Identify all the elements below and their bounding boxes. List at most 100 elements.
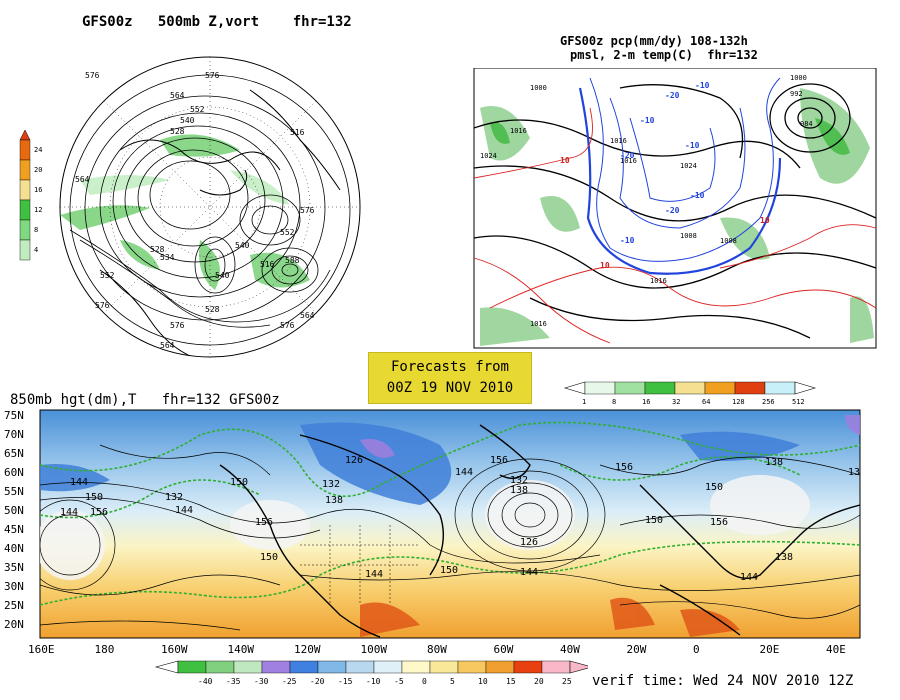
longitude-labels: 160E 180 160W 140W 120W 100W 80W 60W 40W 20W 0 20E 4… xyxy=(28,643,846,656)
latitude-label: 40N xyxy=(4,542,24,555)
height-label-850mb: 132 xyxy=(165,492,183,503)
latitude-label: 55N xyxy=(4,485,24,498)
colorbar-500mb-swatch xyxy=(19,179,31,201)
colorbar-850mb-tick: -25 xyxy=(282,677,297,686)
panel-precip-title-line1: GFS00z pcp(mm/dy) 108-132h xyxy=(560,34,748,48)
contour-label-500mb: 528 xyxy=(150,245,165,254)
contour-label-500mb: 576 xyxy=(205,71,220,80)
colorbar-precip-swatch xyxy=(674,381,706,395)
height-label-850mb: 126 xyxy=(345,455,363,466)
longitude-label: 60W xyxy=(494,643,514,656)
panel-precip-title-line2: pmsl, 2-m temp(C) fhr=132 xyxy=(570,48,758,62)
contour-label-500mb: 564 xyxy=(160,341,175,350)
colorbar-500mb: 24 20 16 12 8 4 xyxy=(19,129,42,261)
temp-label: -20 xyxy=(620,151,635,160)
panel-850mb-title: 850mb hgt(dm),T fhr=132 GFS00z xyxy=(10,392,280,408)
longitude-label: 40W xyxy=(560,643,580,656)
height-label-850mb: 138 xyxy=(765,457,783,468)
height-label-850mb: 156 xyxy=(255,517,273,528)
temp-label: -20 xyxy=(665,91,680,100)
isobar-label: 1016 xyxy=(650,277,667,285)
height-label-850mb: 144 xyxy=(175,505,193,516)
longitude-label: 160E xyxy=(28,643,55,656)
longitude-label: 0 xyxy=(693,643,700,656)
isobar-label: 1016 xyxy=(510,127,527,135)
latitude-label: 60N xyxy=(4,466,24,479)
contour-label-500mb: 576 xyxy=(280,321,295,330)
colorbar-850mb-swatch xyxy=(177,660,207,674)
colorbar-850mb-tick: 10 xyxy=(478,677,488,686)
contour-label-500mb: 588 xyxy=(285,256,300,265)
colorbar-precip-tick: 512 xyxy=(792,398,805,406)
height-label-850mb: 150 xyxy=(230,477,248,488)
colorbar-850mb-swatch xyxy=(373,660,403,674)
temp-label: -10 xyxy=(695,81,710,90)
colorbar-850mb-tick: 5 xyxy=(450,677,455,686)
colorbar-850mb-tick: -5 xyxy=(394,677,404,686)
isobar-label: 992 xyxy=(790,90,803,98)
longitude-label: 120W xyxy=(294,643,321,656)
contour-label-500mb: 552 xyxy=(100,271,115,280)
height-label-850mb: 144 xyxy=(520,567,538,578)
height-label-850mb: 144 xyxy=(60,507,78,518)
contour-label-500mb: 564 xyxy=(170,91,185,100)
colorbar-850mb-swatch xyxy=(233,660,263,674)
height-label-850mb: 132 xyxy=(322,479,340,490)
colorbar-850mb-swatch xyxy=(457,660,487,674)
longitude-label: 160W xyxy=(161,643,188,656)
colorbar-precip-swatch xyxy=(644,381,676,395)
colorbar-850mb: -40 -35 -30 -25 -20 -15 -10 -5 0 5 10 15 20 25 xyxy=(154,660,588,686)
colorbar-850mb-tick: -20 xyxy=(310,677,325,686)
latitude-label: 35N xyxy=(4,561,24,574)
temp-label: 10 xyxy=(600,261,610,270)
longitude-label: 20W xyxy=(627,643,647,656)
isobar-label: 1008 xyxy=(680,232,697,240)
colorbar-850mb-tick: 25 xyxy=(562,677,572,686)
isobar-label: 1008 xyxy=(720,237,737,245)
contour-label-500mb: 552 xyxy=(190,105,205,114)
height-label-850mb: 150 xyxy=(440,565,458,576)
panel-precip-map: 1000 1016 1024 1016 1024 1016 1008 1008 1016 1000… xyxy=(473,68,877,349)
latitude-label: 70N xyxy=(4,428,24,441)
isobar-label: 1000 xyxy=(530,84,547,92)
temp-label: 10 xyxy=(560,156,570,165)
height-label-850mb: 138 xyxy=(325,495,343,506)
height-label-850mb: 156 xyxy=(490,455,508,466)
colorbar-precip-swatch xyxy=(584,381,616,395)
isobar-label: 1016 xyxy=(620,157,637,165)
contour-label-500mb: 528 xyxy=(205,305,220,314)
contour-label-500mb: 576 xyxy=(170,321,185,330)
contour-labels-precip: 1000 1016 1024 1016 1024 1016 1008 1008 1016 1000… xyxy=(480,74,813,328)
contour-label-500mb: 534 xyxy=(160,253,175,262)
height-label-850mb: 150 xyxy=(645,515,663,526)
height-label-850mb: 144 xyxy=(455,467,473,478)
colorbar-850mb-swatch xyxy=(541,660,571,674)
colorbar-850mb-tick: 20 xyxy=(534,677,544,686)
colorbar-precip-tick: 64 xyxy=(702,398,710,406)
colorbar-precip: 1 8 16 32 64 128 256 512 xyxy=(563,381,817,406)
colorbar-500mb-tick: 4 xyxy=(34,246,38,254)
colorbar-850mb-swatch xyxy=(401,660,431,674)
contour-label-500mb: 516 xyxy=(260,260,275,269)
colorbar-850mb-swatch xyxy=(345,660,375,674)
temp-label: 10 xyxy=(760,216,770,225)
latitude-label: 30N xyxy=(4,580,24,593)
height-label-850mb: 144 xyxy=(740,572,758,583)
longitude-label: 180 xyxy=(95,643,115,656)
height-label-850mb: 156 xyxy=(90,507,108,518)
latitude-label: 20N xyxy=(4,618,24,631)
colorbar-precip-tick: 256 xyxy=(762,398,775,406)
colorbar-850mb-swatch xyxy=(429,660,459,674)
longitude-label: 140W xyxy=(228,643,255,656)
colorbar-850mb-swatch xyxy=(513,660,543,674)
height-label-850mb: 156 xyxy=(710,517,728,528)
forecast-init-line1: Forecasts from xyxy=(390,359,509,375)
latitude-label: 75N xyxy=(4,409,24,422)
contour-label-500mb: 552 xyxy=(280,228,295,237)
isobar-label: 984 xyxy=(800,120,813,128)
colorbar-850mb-swatch xyxy=(317,660,347,674)
contour-label-500mb: 576 xyxy=(85,71,100,80)
contour-label-500mb: 540 xyxy=(215,271,230,280)
height-label-850mb: 138 xyxy=(510,485,528,496)
